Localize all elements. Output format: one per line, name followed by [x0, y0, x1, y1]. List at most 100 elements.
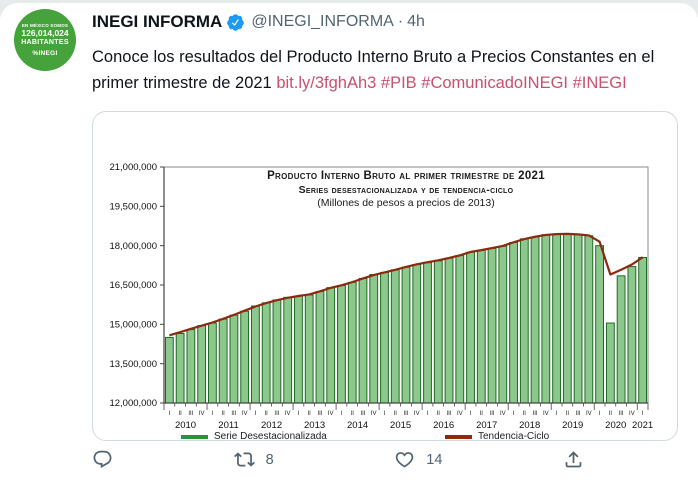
svg-text:III: III: [188, 411, 193, 417]
legend-swatch-green: [181, 434, 208, 439]
svg-text:18,000,000: 18,000,000: [109, 241, 157, 252]
svg-text:IV: IV: [199, 411, 205, 417]
svg-text:III: III: [231, 411, 236, 417]
svg-text:2010: 2010: [175, 420, 196, 431]
svg-text:III: III: [403, 411, 408, 417]
author-handle[interactable]: @INEGI_INFORMA: [251, 13, 394, 30]
svg-text:IV: IV: [414, 411, 420, 417]
svg-text:15,000,000: 15,000,000: [109, 320, 157, 331]
tweet-action-bar: 8 14: [92, 449, 584, 470]
svg-text:I: I: [513, 411, 515, 417]
svg-text:IV: IV: [457, 411, 463, 417]
heart-icon: [396, 452, 414, 468]
svg-text:2014: 2014: [347, 420, 368, 431]
svg-text:12,000,000: 12,000,000: [109, 398, 157, 409]
tweet-timestamp[interactable]: 4h: [407, 13, 425, 30]
svg-text:2018: 2018: [519, 420, 540, 431]
svg-text:2017: 2017: [476, 420, 497, 431]
legend-item-tendencia: Tendencia-Ciclo: [445, 431, 550, 441]
svg-text:I: I: [212, 411, 214, 417]
svg-text:2020: 2020: [605, 420, 626, 431]
svg-text:IV: IV: [629, 411, 635, 417]
header-separator: ·: [397, 13, 404, 30]
svg-text:II: II: [394, 411, 398, 417]
legend-item-desestacionalizada: Serie Desestacionalizada: [181, 431, 327, 441]
reply-icon: [93, 450, 112, 468]
svg-text:III: III: [490, 411, 495, 417]
svg-text:2021: 2021: [632, 420, 653, 431]
tweet-text-line1: Conoce los resultados del Producto Inter…: [92, 48, 655, 66]
share-button[interactable]: [563, 449, 584, 470]
share-icon: [565, 451, 582, 468]
svg-text:16,500,000: 16,500,000: [109, 280, 157, 291]
svg-text:I: I: [642, 411, 644, 417]
svg-text:I: I: [599, 411, 601, 417]
avatar-top-text: EN MÉXICO SOMOS: [21, 22, 69, 28]
like-count: 14: [426, 451, 443, 468]
svg-text:II: II: [609, 411, 613, 417]
verified-badge-icon: [226, 13, 245, 32]
tweet-text-line2-prefix: primer trimestre de 2021: [92, 74, 277, 92]
svg-text:I: I: [298, 411, 300, 417]
svg-text:I: I: [427, 411, 429, 417]
svg-text:2019: 2019: [562, 420, 583, 431]
profile-avatar[interactable]: EN MÉXICO SOMOS 126,014,024 HABITANTES %…: [14, 9, 76, 71]
svg-text:II: II: [437, 411, 441, 417]
svg-text:19,500,000: 19,500,000: [109, 202, 157, 213]
retweet-count: 8: [265, 451, 274, 468]
author-name[interactable]: INEGI INFORMA: [92, 12, 223, 31]
svg-text:IV: IV: [586, 411, 592, 417]
avatar-population-text: 126,014,024: [21, 27, 69, 38]
svg-text:II: II: [265, 411, 269, 417]
tweet-header: INEGI INFORMA @INEGI_INFORMA · 4h: [92, 12, 425, 32]
tweet-text-line2: primer trimestre de 2021 bit.ly/3fghAh3 …: [92, 70, 688, 96]
svg-text:I: I: [384, 411, 386, 417]
svg-text:13,500,000: 13,500,000: [109, 359, 157, 370]
like-button[interactable]: 14: [394, 449, 442, 470]
svg-text:III: III: [360, 411, 365, 417]
svg-text:2015: 2015: [390, 420, 411, 431]
tweet-link[interactable]: bit.ly/3fghAh3: [276, 74, 377, 92]
svg-text:2016: 2016: [433, 420, 454, 431]
svg-text:II: II: [566, 411, 570, 417]
hashtag-inegi[interactable]: #INEGI: [572, 74, 627, 92]
svg-text:IV: IV: [500, 411, 506, 417]
svg-text:II: II: [178, 411, 182, 417]
svg-text:I: I: [341, 411, 343, 417]
legend-swatch-red: [445, 434, 472, 439]
reply-button[interactable]: [92, 449, 113, 470]
svg-text:2013: 2013: [304, 420, 325, 431]
svg-text:II: II: [523, 411, 527, 417]
retweet-icon: [233, 452, 255, 467]
gdp-chart-plot: 21,000,000 19,500,000 18,000,000 16,500,000…: [109, 162, 653, 431]
svg-text:IV: IV: [242, 411, 248, 417]
svg-text:II: II: [308, 411, 312, 417]
svg-text:III: III: [576, 411, 581, 417]
legend-label-tendencia: Tendencia-Ciclo: [478, 431, 550, 441]
legend-label-desestacionalizada: Serie Desestacionalizada: [214, 431, 327, 441]
svg-text:III: III: [317, 411, 322, 417]
svg-text:III: III: [274, 411, 279, 417]
svg-text:I: I: [169, 411, 171, 417]
svg-text:I: I: [255, 411, 257, 417]
chart-legend: Serie Desestacionalizada Tendencia-Ciclo: [93, 431, 677, 441]
svg-text:I: I: [470, 411, 472, 417]
tweet-image-gdp-chart[interactable]: 21,000,000 19,500,000 18,000,000 16,500,000…: [92, 111, 678, 441]
svg-text:2012: 2012: [261, 420, 282, 431]
tweet-text: Conoce los resultados del Producto Inter…: [92, 44, 688, 96]
svg-text:III: III: [619, 411, 624, 417]
svg-text:IV: IV: [543, 411, 549, 417]
svg-text:IV: IV: [285, 411, 291, 417]
hashtag-comunicado-inegi[interactable]: #ComunicadoINEGI: [421, 74, 569, 92]
svg-text:II: II: [351, 411, 355, 417]
svg-text:II: II: [221, 411, 225, 417]
svg-text:II: II: [480, 411, 484, 417]
retweet-button[interactable]: 8: [233, 449, 274, 470]
avatar-habitantes-text: HABITANTES: [21, 38, 69, 46]
hashtag-pib[interactable]: #PIB: [380, 74, 417, 92]
svg-text:IV: IV: [371, 411, 377, 417]
svg-text:III: III: [533, 411, 538, 417]
svg-text:I: I: [556, 411, 558, 417]
inegi-logo-text: %INEGI: [32, 49, 58, 57]
